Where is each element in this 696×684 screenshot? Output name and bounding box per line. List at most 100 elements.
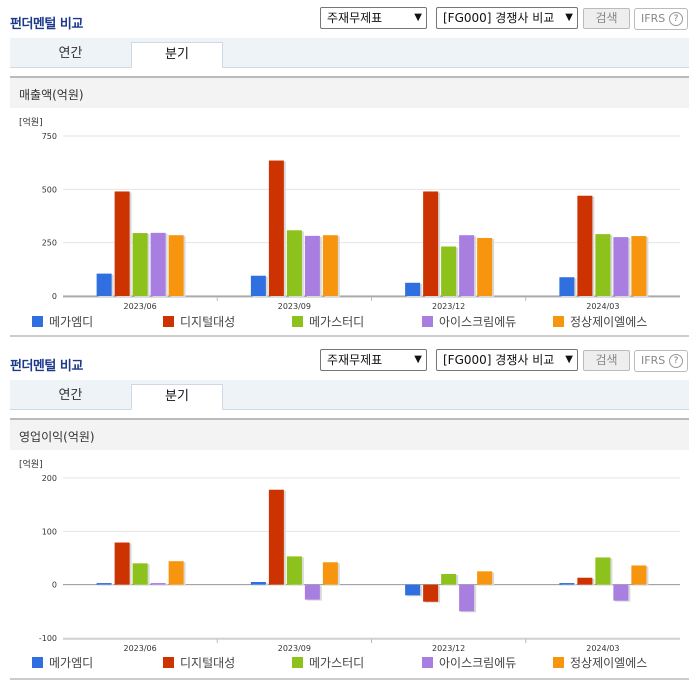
bar[interactable] — [477, 571, 493, 585]
ifrs-button[interactable]: IFRS? — [634, 350, 688, 372]
legend-label: 디지털대성 — [180, 656, 236, 670]
divider — [10, 335, 689, 337]
legend-label: 아이스크림에듀 — [439, 656, 517, 670]
legend-item[interactable]: 정상제이엘에스 — [553, 654, 647, 671]
ifrs-button[interactable]: IFRS? — [634, 8, 688, 30]
y-unit-label: [억원] — [19, 116, 43, 128]
bar[interactable] — [559, 583, 575, 585]
bar[interactable] — [132, 233, 148, 296]
x-tick-label: 2024/03 — [586, 302, 619, 310]
bar[interactable] — [150, 232, 166, 296]
legend-label: 정상제이엘에스 — [570, 656, 648, 670]
legend-swatch — [292, 316, 303, 327]
tab-annual[interactable]: 연간 — [58, 46, 83, 61]
bar[interactable] — [250, 275, 266, 296]
bar[interactable] — [268, 489, 284, 585]
bar[interactable] — [631, 565, 647, 585]
bar[interactable] — [423, 191, 439, 296]
help-icon: ? — [669, 354, 683, 368]
legend-item[interactable]: 아이스크림에듀 — [422, 313, 516, 330]
chevron-down-icon: ▼ — [414, 354, 422, 365]
chevron-down-icon: ▼ — [565, 354, 573, 365]
panel-header: 영업이익(억원) — [10, 418, 689, 450]
bar[interactable] — [250, 582, 266, 585]
legend-swatch — [422, 316, 433, 327]
legend-item[interactable]: 메가스터디 — [292, 654, 364, 671]
bar[interactable] — [114, 191, 130, 296]
y-tick-label: 0 — [52, 581, 57, 590]
legend-swatch — [32, 316, 43, 327]
section-title: 펀더멘털 비교 — [10, 17, 83, 32]
bar[interactable] — [132, 563, 148, 585]
statement-select[interactable]: 주재무제표 ▼ — [320, 349, 427, 371]
legend-label: 아이스크림에듀 — [439, 315, 517, 329]
bar[interactable] — [595, 234, 611, 296]
tab-quarterly[interactable]: 분기 — [131, 384, 223, 410]
tab-quarterly[interactable]: 분기 — [131, 42, 223, 68]
panel-title: 매출액(억원) — [19, 88, 84, 102]
bar[interactable] — [631, 236, 647, 296]
bar[interactable] — [322, 235, 338, 296]
bar[interactable] — [577, 577, 593, 585]
y-tick-label: -100 — [39, 634, 57, 643]
legend-label: 메가스터디 — [309, 315, 365, 329]
legend-label: 메가엠디 — [49, 315, 94, 329]
legend-item[interactable]: 디지털대성 — [163, 654, 235, 671]
x-tick-label: 2023/06 — [124, 302, 157, 310]
bar[interactable] — [96, 583, 112, 585]
revenue-bar-chart: [억원] 0 250 500 750 2023/06 2023/09 2023/12 2024/… — [19, 116, 680, 310]
x-tick-label: 2024/03 — [586, 644, 619, 652]
bar[interactable] — [459, 584, 475, 612]
bar[interactable] — [405, 584, 421, 596]
legend-item[interactable]: 디지털대성 — [163, 313, 235, 330]
bar[interactable] — [613, 584, 629, 601]
search-button[interactable]: 검색 — [583, 350, 630, 371]
compare-select[interactable]: [FG000] 경쟁사 비교 ▼ — [436, 7, 578, 29]
bar[interactable] — [559, 277, 575, 296]
bar[interactable] — [405, 282, 421, 296]
fundamental-section-operating-profit: 펀더멘털 비교 주재무제표 ▼ [FG000] 경쟁사 비교 ▼ 검색 IFRS? … — [0, 342, 696, 684]
legend-item[interactable]: 아이스크림에듀 — [422, 654, 516, 671]
x-tick-label: 2023/12 — [432, 302, 465, 310]
bar[interactable] — [96, 273, 112, 296]
bar[interactable] — [459, 235, 475, 296]
y-tick-label: 200 — [42, 474, 57, 483]
statement-select[interactable]: 주재무제표 ▼ — [320, 7, 427, 29]
bar[interactable] — [304, 235, 320, 296]
period-tabs: 연간 분기 — [10, 380, 689, 410]
bar[interactable] — [477, 237, 493, 296]
bar[interactable] — [168, 561, 184, 585]
section-title: 펀더멘털 비교 — [10, 359, 83, 374]
bar[interactable] — [304, 584, 320, 600]
chart-legend: 메가엠디 디지털대성 메가스터디 아이스크림에듀 정상제이엘에스 — [0, 654, 696, 674]
bar[interactable] — [150, 583, 166, 585]
compare-select[interactable]: [FG000] 경쟁사 비교 ▼ — [436, 349, 578, 371]
y-tick-label: 0 — [52, 292, 57, 301]
legend-item[interactable]: 메가엠디 — [32, 313, 93, 330]
period-tabs: 연간 분기 — [10, 38, 689, 68]
bar[interactable] — [286, 556, 302, 585]
bar[interactable] — [595, 557, 611, 585]
search-button[interactable]: 검색 — [583, 8, 630, 29]
bar[interactable] — [268, 160, 284, 296]
legend-swatch — [292, 657, 303, 668]
bar[interactable] — [286, 230, 302, 296]
bar[interactable] — [168, 235, 184, 296]
bar-shadow — [152, 584, 168, 586]
legend-item[interactable]: 메가엠디 — [32, 654, 93, 671]
bar[interactable] — [577, 195, 593, 296]
bar[interactable] — [441, 574, 457, 585]
bar-shadow — [98, 584, 114, 586]
bar[interactable] — [441, 246, 457, 296]
x-tick-label: 2023/09 — [278, 644, 311, 652]
legend-item[interactable]: 정상제이엘에스 — [553, 313, 647, 330]
legend-item[interactable]: 메가스터디 — [292, 313, 364, 330]
bar[interactable] — [613, 237, 629, 296]
section-header: 펀더멘털 비교 주재무제표 ▼ [FG000] 경쟁사 비교 ▼ 검색 IFRS? — [0, 0, 696, 34]
bar[interactable] — [114, 542, 130, 585]
bar[interactable] — [423, 584, 439, 602]
tab-annual[interactable]: 연간 — [58, 388, 83, 403]
bar[interactable] — [322, 562, 338, 585]
legend-swatch — [422, 657, 433, 668]
chart-legend: 메가엠디 디지털대성 메가스터디 아이스크림에듀 정상제이엘에스 — [0, 313, 696, 333]
